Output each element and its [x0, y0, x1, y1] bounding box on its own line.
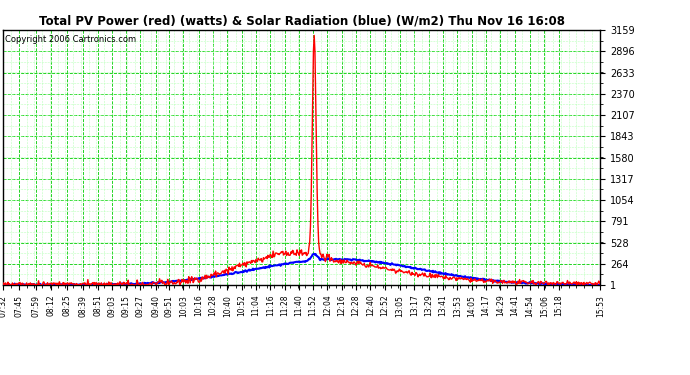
Title: Total PV Power (red) (watts) & Solar Radiation (blue) (W/m2) Thu Nov 16 16:08: Total PV Power (red) (watts) & Solar Rad…: [39, 15, 565, 27]
Text: Copyright 2006 Cartronics.com: Copyright 2006 Cartronics.com: [5, 35, 136, 44]
